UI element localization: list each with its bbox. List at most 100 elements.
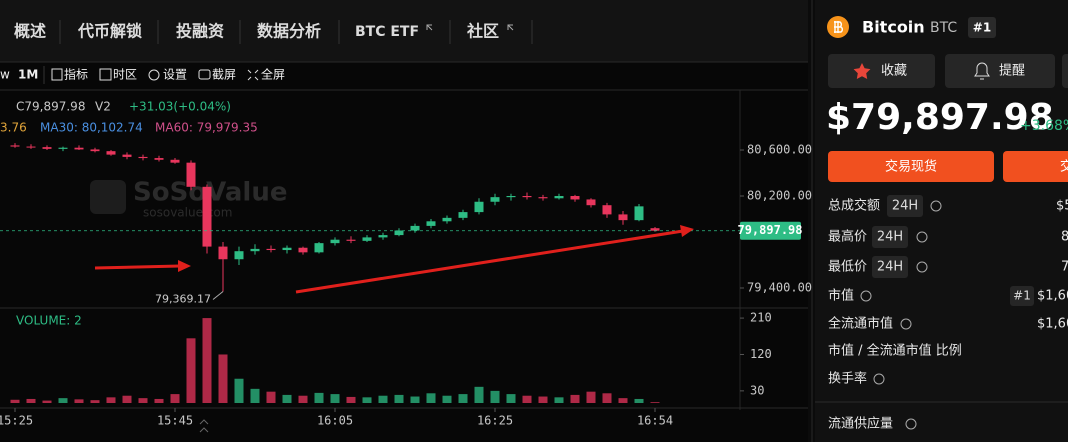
stat-value: $1,60 <box>1037 317 1068 332</box>
button[interactable] <box>828 54 935 88</box>
volume-bar <box>138 398 148 403</box>
trade-button[interactable] <box>1003 151 1068 182</box>
candle-body <box>138 156 148 159</box>
volume-bar <box>298 395 308 403</box>
legend-change: +31.03(+0.04%) <box>129 100 231 114</box>
legend-close: C79,897.98 <box>16 100 85 114</box>
button[interactable] <box>945 54 1055 88</box>
watermark: sosovalue.com <box>143 206 232 220</box>
candle-body <box>266 248 276 251</box>
stats: 总成交额 24H $5 最高价 24H 8 最低价 24H 7 市值 #1 $1… <box>815 195 1068 432</box>
volume-title: VOLUME: 2 <box>16 314 82 328</box>
trade-label[interactable]: 交易现货 <box>885 159 937 175</box>
low-marker <box>212 291 224 300</box>
volume-bar <box>506 394 516 403</box>
volume-bar <box>378 395 388 403</box>
button-label[interactable]: 收藏 <box>881 64 907 79</box>
volume-bar <box>474 386 484 403</box>
volume-bar <box>618 398 628 403</box>
volume-bar <box>426 393 436 403</box>
candle-body <box>74 147 84 150</box>
coin-name: Bitcoin <box>862 18 925 37</box>
volume-bar <box>538 396 548 403</box>
y-tick-label: 80,600.00 <box>747 143 812 157</box>
legend-ma: MA60: 79,979.35 <box>155 121 258 135</box>
tool[interactable]: w <box>0 68 10 82</box>
last-price-label: 79,897.98 <box>737 223 802 237</box>
stat-label: 全流通市值 <box>828 316 893 332</box>
annotation-arrows <box>94 225 694 294</box>
badge <box>1010 286 1034 306</box>
trade-label[interactable]: 交 <box>1060 159 1068 175</box>
stat-value: 7 <box>1061 260 1068 275</box>
last-price-box <box>740 221 801 240</box>
arrowhead <box>178 260 191 272</box>
candle-body <box>346 239 356 241</box>
button-label[interactable]: 提醒 <box>999 63 1025 79</box>
coin-symbol: BTC <box>930 20 957 36</box>
stat-label: 最低价 <box>828 260 867 275</box>
tool[interactable]: 1M <box>18 68 38 82</box>
stat-label: 市值 / 全流通市值 比例 <box>828 343 962 359</box>
candle-body <box>122 154 132 157</box>
candle-body <box>378 235 388 238</box>
bell-icon <box>974 62 990 80</box>
stat-value: 8 <box>1061 230 1068 245</box>
candle-body <box>362 237 372 241</box>
tool[interactable]: 设置 <box>163 68 187 82</box>
rank-badge <box>968 17 996 38</box>
volume-bar <box>394 394 404 403</box>
volume-bar <box>202 318 212 403</box>
volume-bar <box>554 397 564 403</box>
legend-ma: MA30: 80,102.74 <box>40 121 143 135</box>
stat-label: 总成交额 <box>828 198 880 214</box>
tool-icon <box>247 69 259 81</box>
volume-bar <box>122 395 132 403</box>
tool-icon <box>99 68 112 81</box>
candle-body <box>410 225 420 231</box>
nav-item[interactable]: BTC ETF <box>355 24 419 40</box>
tool[interactable]: 截屏 <box>212 68 236 82</box>
candle-body <box>106 151 116 155</box>
stat-label: 流通供应量 <box>828 416 893 432</box>
nav-item[interactable]: 投融资 <box>176 22 224 41</box>
volume-bar <box>10 399 20 403</box>
candle-body <box>282 247 292 251</box>
external-icon <box>426 24 433 31</box>
y-tick-label: 80,200.00 <box>747 189 812 203</box>
candle-body <box>474 201 484 213</box>
candle-body <box>634 206 644 221</box>
tool[interactable]: 时区 <box>113 68 137 82</box>
candle-body <box>250 248 260 252</box>
nav-item[interactable]: 概述 <box>14 22 46 41</box>
rank: #1 <box>1013 289 1031 303</box>
low-label: 79,369.17 <box>155 293 211 306</box>
candle-body <box>538 197 548 199</box>
candle-body <box>234 251 244 260</box>
scroll-icon <box>199 419 209 433</box>
button[interactable] <box>1062 54 1068 88</box>
stat-label: 市值 <box>828 288 854 304</box>
volume-bar <box>186 338 196 403</box>
trade-button[interactable] <box>828 151 994 182</box>
candle-body <box>570 196 580 200</box>
nav-item[interactable]: 代币解锁 <box>77 22 142 41</box>
candle-body <box>490 197 500 202</box>
candle-body <box>330 239 340 244</box>
candle-body <box>554 196 564 199</box>
tool[interactable]: 指标 <box>64 67 88 82</box>
nav-item[interactable]: 数据分析 <box>257 22 321 41</box>
tool-icon <box>148 69 160 81</box>
stat-label: 换手率 <box>828 371 867 387</box>
tool[interactable]: 全屏 <box>261 67 285 82</box>
chart-background <box>0 0 808 442</box>
legend-ma: 3.76 <box>0 121 27 135</box>
candle-body <box>458 212 468 218</box>
candle-body <box>218 246 228 260</box>
volume-bar <box>362 397 372 403</box>
price: $79,897.98 <box>826 97 1054 138</box>
volume-bar <box>410 396 420 403</box>
candle-body <box>298 247 308 253</box>
nav-item[interactable]: 社区 <box>466 22 499 41</box>
